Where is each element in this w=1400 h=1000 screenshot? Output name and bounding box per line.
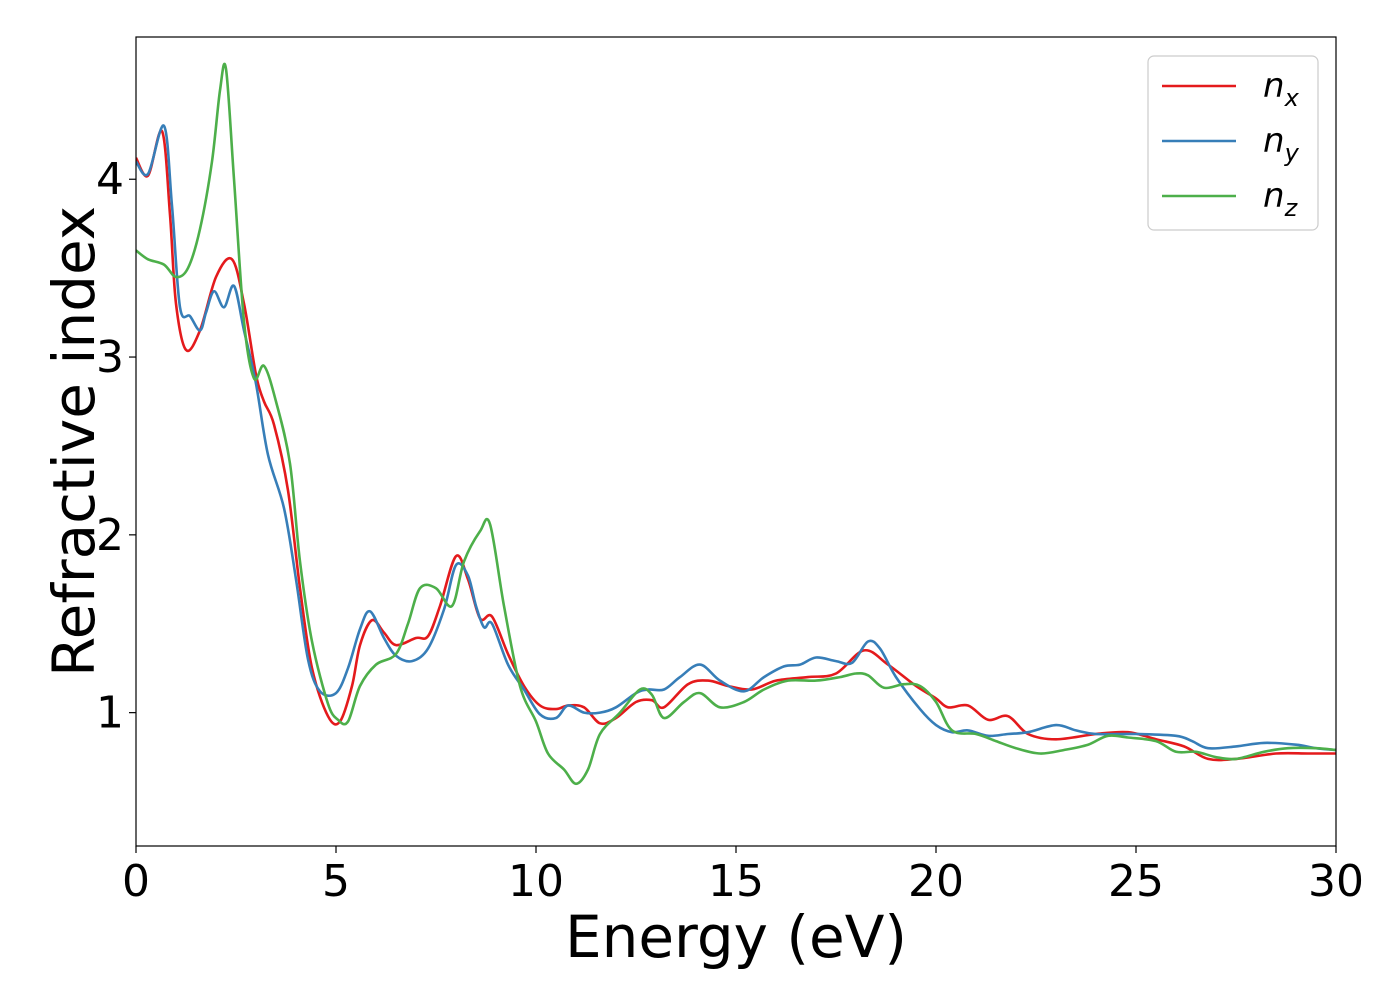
y-tick-label: 2	[96, 510, 124, 561]
series-layer	[136, 62, 1336, 786]
y-axis-ticks: 1 2 3 4	[96, 154, 136, 739]
legend-box	[1147, 55, 1319, 231]
y-tick-label: 4	[96, 154, 124, 205]
x-tick-label: 0	[122, 856, 150, 907]
x-tick-label: 5	[322, 856, 350, 907]
y-tick-label: 1	[96, 688, 124, 739]
x-tick-label: 20	[908, 856, 964, 907]
legend-entry-label: nz	[1263, 176, 1299, 222]
series-line-n-y	[136, 124, 1336, 752]
legend-entry-label: nx	[1263, 66, 1300, 112]
x-axis-label: Energy (eV)	[565, 903, 907, 971]
series-line-n-z	[136, 62, 1336, 786]
y-axis-label: Refractive index	[40, 206, 108, 677]
x-tick-label: 30	[1308, 856, 1364, 907]
x-tick-label: 15	[708, 856, 764, 907]
x-tick-label: 10	[508, 856, 564, 907]
x-tick-label: 25	[1108, 856, 1164, 907]
legend: nx ny nz	[1147, 55, 1319, 231]
y-tick-label: 3	[96, 332, 124, 383]
series-line-n-x	[136, 129, 1336, 762]
x-axis-ticks: 0 5 10 15 20 25 30	[122, 846, 1364, 907]
legend-entry-label: ny	[1263, 121, 1300, 167]
